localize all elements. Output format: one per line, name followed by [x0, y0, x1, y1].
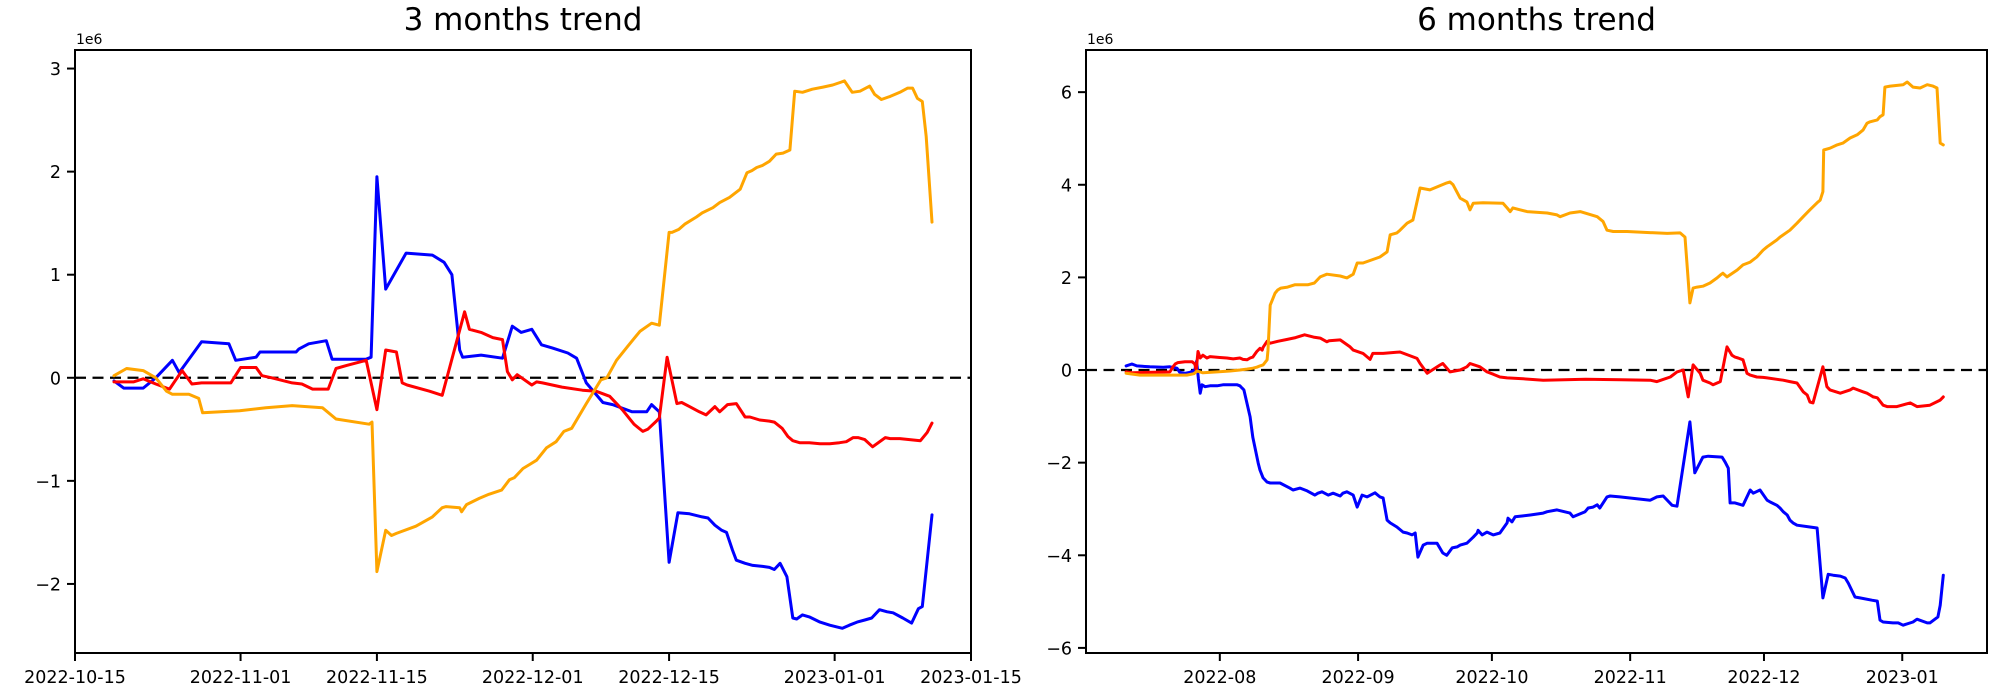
y-tick-label: −4 — [1046, 547, 1072, 567]
series-line-orange — [112, 79, 934, 574]
y-tick-label: −6 — [1046, 639, 1072, 659]
y-tick-label: −2 — [35, 575, 61, 595]
x-tick-label: 2022-12-01 — [482, 668, 584, 688]
y-tick-label: 6 — [1061, 84, 1072, 104]
x-tick-label: 2022-11-01 — [190, 668, 292, 688]
x-tick-label: 2022-11 — [1594, 668, 1667, 688]
y-tick-label: 0 — [1061, 362, 1072, 382]
axes-panel-1: 2022-08 2022-09 2022-10 2022-11 2022-12 2023-… — [1046, 49, 1988, 688]
axes-panel-0: 2022-10-15 2022-11-01 2022-11-15 2022-12-01… — [24, 49, 1022, 688]
x-tick-label: 2022-10-15 — [24, 668, 126, 688]
y-tick-label: 4 — [1061, 176, 1072, 196]
x-tick-label: 2022-09 — [1322, 668, 1395, 688]
x-tick-label: 2022-12-15 — [618, 668, 720, 688]
x-tick-label: 2023-01-01 — [784, 668, 886, 688]
y-tick-label: 0 — [50, 369, 61, 389]
y-axis-offset-label-left: 1e6 — [76, 32, 103, 48]
y-tick-label: 2 — [50, 163, 61, 183]
series-line-red — [1124, 333, 1945, 409]
x-tick-label: 2023-01-15 — [920, 668, 1022, 688]
y-tick-label: −2 — [1046, 454, 1072, 474]
y-axis-offset-label-right: 1e6 — [1087, 32, 1114, 48]
y-tick-label: 2 — [1061, 269, 1072, 289]
series-line-red — [112, 310, 934, 449]
series-line-blue — [1124, 359, 1945, 627]
chart-title-6-months: 6 months trend — [1417, 2, 1656, 38]
x-tick-label: 2023-01 — [1866, 668, 1939, 688]
y-tick-label: 1 — [50, 266, 61, 286]
x-tick-label: 2022-08 — [1183, 668, 1256, 688]
x-tick-label: 2022-10 — [1455, 668, 1528, 688]
x-tick-label: 2022-11-15 — [326, 668, 428, 688]
y-tick-label: −1 — [35, 472, 61, 492]
axes-frame — [1085, 49, 1988, 654]
y-tick-label: 3 — [50, 60, 61, 80]
axes-frame — [74, 49, 972, 654]
chart-title-3-months: 3 months trend — [403, 2, 643, 38]
series-line-orange — [1124, 80, 1945, 377]
x-tick-label: 2022-12 — [1727, 668, 1800, 688]
series-line-blue — [112, 175, 934, 630]
